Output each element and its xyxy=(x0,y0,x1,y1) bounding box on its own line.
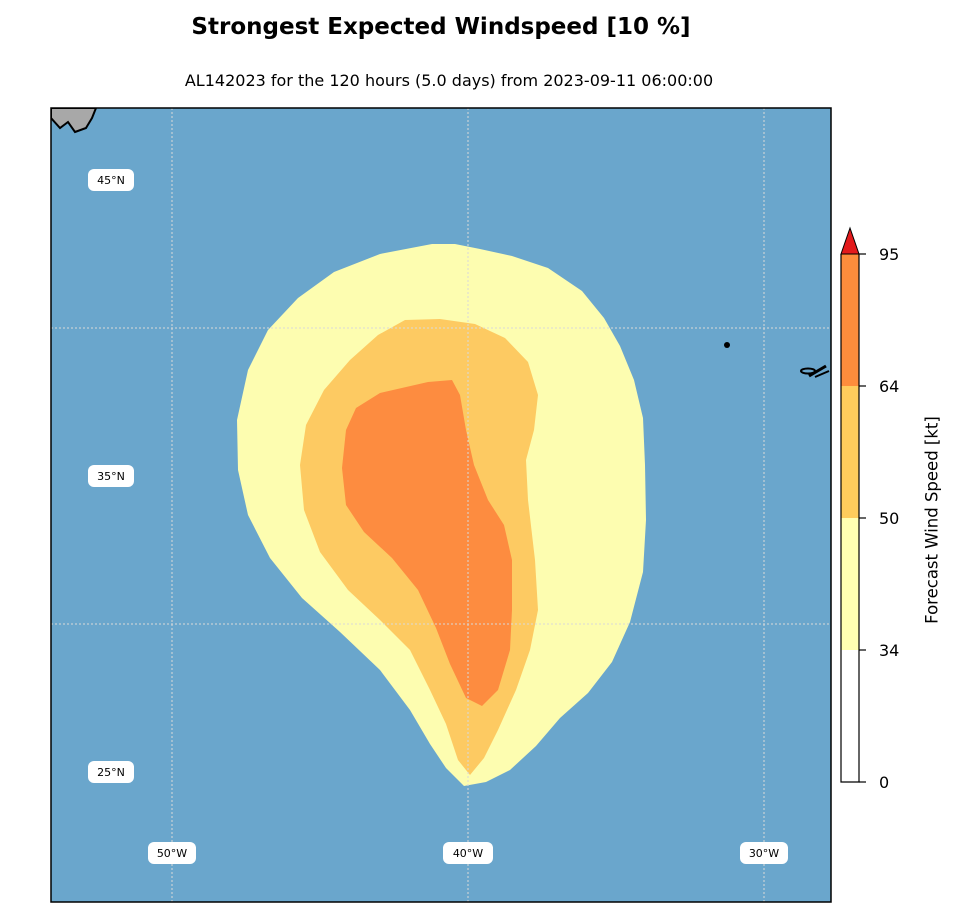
colorbar-tick-95: 95 xyxy=(879,245,900,264)
island xyxy=(724,342,730,348)
lat-label-35n: 35°N xyxy=(97,470,125,483)
wind-band-64kt xyxy=(342,380,512,706)
colorbar-tick-0: 0 xyxy=(879,773,890,792)
colorbar-axis-label: Forecast Wind Speed [kt] xyxy=(922,416,942,624)
lat-label-45n: 45°N xyxy=(97,174,125,187)
land-region xyxy=(51,108,98,134)
colorbar-segment-34-50 xyxy=(841,518,859,650)
colorbar-segment-0-34 xyxy=(841,650,859,782)
colorbar-extend-arrow xyxy=(840,226,860,255)
colorbar-tick-64: 64 xyxy=(879,377,900,396)
colorbar-tick-34: 34 xyxy=(879,641,900,660)
gridlines xyxy=(51,108,831,902)
island xyxy=(814,370,830,378)
chart-subtitle: AL142023 for the 120 hours (5.0 days) fr… xyxy=(184,71,714,90)
lat-label-25n: 25°N xyxy=(97,766,125,779)
island xyxy=(808,364,827,378)
colorbar xyxy=(840,226,866,783)
chart-title: Strongest Expected Windspeed [10 %] xyxy=(191,14,691,40)
lon-label-50w: 50°W xyxy=(157,847,187,860)
lon-label-40w: 40°W xyxy=(453,847,483,860)
map-frame xyxy=(50,107,832,903)
lon-label-30w: 30°W xyxy=(749,847,779,860)
colorbar-segment-64-95 xyxy=(841,254,859,386)
colorbar-segment-50-64 xyxy=(841,386,859,518)
colorbar-tick-50: 50 xyxy=(879,509,900,528)
